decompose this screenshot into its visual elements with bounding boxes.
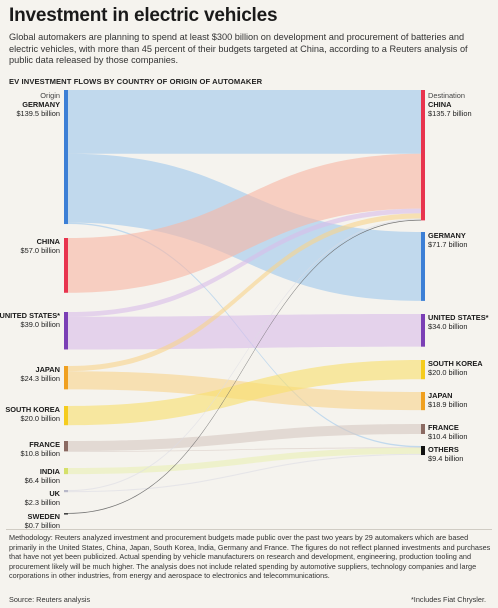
origin-label-uk: UK [49,489,60,498]
origin-label-japan: JAPAN [35,365,60,374]
destination-bar-china [421,90,425,221]
destination-value-united-states: $34.0 billion [428,322,467,331]
destination-bar-germany [421,232,425,301]
destination-bar-france [421,424,425,434]
origin-value-united-states: $39.0 billion [21,320,60,329]
origin-bar-germany [64,90,68,225]
flow-france-to-france [68,424,421,451]
chart-title: Investment in electric vehicles [9,5,278,26]
origin-bar-united-states [64,312,68,350]
divider [6,529,492,530]
flow-india-to-others [68,447,421,475]
origin-label-sweden: SWEDEN [28,512,60,521]
origin-bar-france [64,441,68,452]
destination-label-united-states: UNITED STATES* [428,313,489,322]
destination-value-others: $9.4 billion [428,454,463,463]
destination-value-japan: $18.9 billion [428,400,467,409]
origin-value-sweden: $0.7 billion [25,521,60,530]
node-layer [64,90,425,515]
flow-layer [68,90,421,514]
footnote: *Includes Fiat Chrysler. [410,595,486,604]
destination-header: Destination [428,91,465,100]
destination-bar-japan [421,392,425,411]
flow-south-korea-to-south-korea [68,360,421,426]
origin-bar-south-korea [64,406,68,426]
origin-value-india: $6.4 billion [25,476,60,485]
origin-value-japan: $24.3 billion [21,374,60,383]
flow-japan-to-china [68,213,421,372]
origin-value-france: $10.8 billion [21,449,60,458]
origin-value-germany: $139.5 billion [16,109,60,118]
origin-bar-india [64,468,68,475]
destination-value-germany: $71.7 billion [428,240,467,249]
origin-bar-japan [64,366,68,390]
source-note: Source: Reuters analysis [9,595,91,604]
origin-label-france: FRANCE [29,440,60,449]
origin-label-china: CHINA [37,237,61,246]
methodology-note: Methodology: Reuters analyzed investment… [9,533,491,581]
origin-label-germany: GERMANY [22,100,60,109]
destination-label-germany: GERMANY [428,231,466,240]
origin-value-china: $57.0 billion [21,246,60,255]
section-heading: EV INVESTMENT FLOWS BY COUNTRY OF ORIGIN… [9,77,263,86]
destination-value-china: $135.7 billion [428,109,472,118]
destination-label-china: CHINA [428,100,452,109]
destination-bar-united-states [421,314,425,347]
destination-label-japan: JAPAN [428,391,453,400]
destination-label-south-korea: SOUTH KOREA [428,359,483,368]
destination-bar-south-korea [421,360,425,380]
flow-uk-to-others [68,453,421,493]
destination-value-south-korea: $20.0 billion [428,368,467,377]
origin-bar-china [64,238,68,293]
origin-label-south-korea: SOUTH KOREA [5,405,60,414]
origin-header: Origin [40,91,60,100]
origin-value-south-korea: $20.0 billion [21,414,60,423]
flow-united-states-to-united-states [68,314,421,350]
origin-label-united-states: UNITED STATES* [0,311,60,320]
flow-france-to-others [68,447,421,452]
destination-bar-others [421,446,425,456]
flow-sweden-to-china [68,219,421,514]
destination-label-france: FRANCE [428,423,459,432]
chart-subtitle: Global automakers are planning to spend … [9,32,468,66]
flow-germany-to-china [68,90,421,154]
origin-bar-sweden [64,513,68,515]
origin-value-uk: $2.3 billion [25,498,60,507]
flow-united-states-to-china [68,208,421,317]
flow-china-to-china [68,153,421,293]
flow-uk-to-china [68,218,421,492]
origin-bar-uk [64,490,68,493]
destination-label-others: OTHERS [428,445,459,454]
destination-value-france: $10.4 billion [428,432,467,441]
origin-label-india: INDIA [40,467,61,476]
